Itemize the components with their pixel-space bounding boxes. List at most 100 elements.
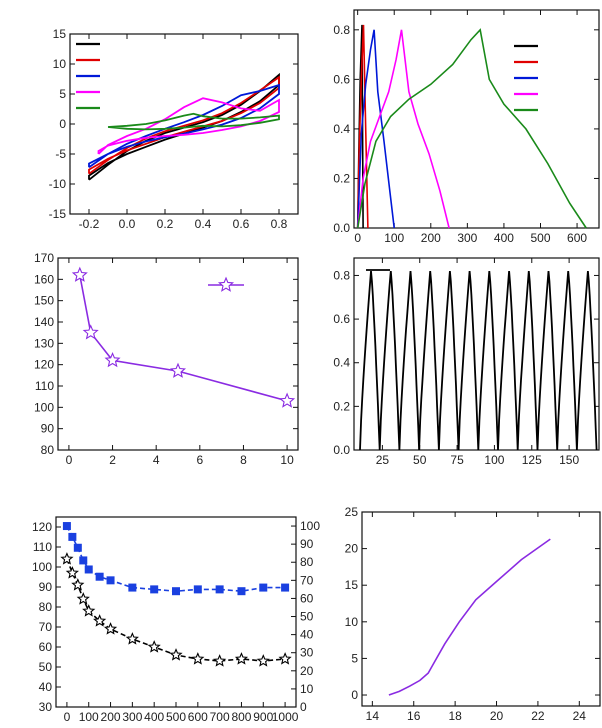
x-tick-label: 24 (573, 709, 587, 723)
data-point-square (281, 584, 289, 592)
y-tick-label: 15 (345, 578, 359, 592)
y-tick-label: 0 (59, 117, 66, 131)
x-tick-label: 600 (188, 710, 208, 724)
x-tick-label: 0.4 (195, 217, 212, 231)
x-tick-label: 6 (196, 453, 203, 467)
y-tick-label: 80 (39, 600, 53, 614)
x-tick-label: 400 (144, 710, 164, 724)
y-tick-label: 15 (53, 27, 67, 41)
y-tick-label: 0.6 (333, 72, 350, 86)
x-tick-label: 400 (494, 231, 514, 245)
data-point-square (237, 587, 245, 595)
data-point-square (74, 544, 82, 552)
y-tick-label: 0.0 (333, 443, 350, 457)
y-tick-label: 0.4 (333, 122, 350, 136)
data-point-square (216, 585, 224, 593)
data-point-square (107, 576, 115, 584)
data-point-square (172, 587, 180, 595)
y-tick-label: 10 (53, 57, 67, 71)
y-tick-label: 140 (34, 315, 54, 329)
y-tick-label: 5 (351, 651, 358, 665)
y-tick-label: 130 (34, 336, 54, 350)
x-tick-label: 100 (79, 710, 99, 724)
x-tick-label: 20 (490, 709, 504, 723)
data-point-square (150, 585, 158, 593)
x-tick-label: 0 (64, 710, 71, 724)
x-tick-label: 300 (122, 710, 142, 724)
y-tick-label: 0.8 (333, 268, 350, 282)
y-tick-label: 40 (39, 680, 53, 694)
x-tick-label: 50 (413, 453, 427, 467)
x-tick-label: 0.2 (157, 217, 174, 231)
x-tick-label: 0 (354, 231, 361, 245)
x-tick-label: -0.2 (79, 217, 100, 231)
x-tick-label: 0.6 (233, 217, 250, 231)
x-tick-label: 18 (448, 709, 462, 723)
y-tick-label: 90 (39, 580, 53, 594)
x-tick-label: 0 (66, 453, 73, 467)
x-tick-label: 150 (559, 453, 579, 467)
y-tick-label: 100 (32, 560, 52, 574)
y-tick-label: 70 (39, 620, 53, 634)
y-right-tick-label: 10 (300, 682, 314, 696)
x-tick-label: 200 (101, 710, 121, 724)
y-tick-label: 150 (34, 294, 54, 308)
y-tick-label: 0.2 (333, 399, 350, 413)
x-tick-label: 500 (530, 231, 550, 245)
x-tick-label: 16 (407, 709, 421, 723)
data-point-square (96, 573, 104, 581)
data-point-square (194, 585, 202, 593)
y-tick-label: 160 (34, 272, 54, 286)
x-tick-label: 2 (109, 453, 116, 467)
y-right-tick-label: 20 (300, 664, 314, 678)
y-right-tick-label: 100 (300, 519, 320, 533)
x-tick-label: 800 (231, 710, 251, 724)
x-tick-label: 600 (567, 231, 587, 245)
y-tick-label: 0.2 (333, 171, 350, 185)
y-tick-label: 120 (34, 358, 54, 372)
y-right-tick-label: 40 (300, 628, 314, 642)
x-tick-label: 900 (253, 710, 273, 724)
y-right-tick-label: 50 (300, 610, 314, 624)
x-tick-label: 0.8 (271, 217, 288, 231)
data-point-square (79, 556, 87, 564)
x-tick-label: 500 (166, 710, 186, 724)
x-tick-label: 100 (484, 453, 504, 467)
x-tick-label: 300 (457, 231, 477, 245)
y-tick-label: 0.0 (333, 221, 350, 235)
data-point-square (128, 584, 136, 592)
x-tick-label: 1000 (272, 710, 299, 724)
y-right-tick-label: 80 (300, 555, 314, 569)
y-tick-label: 170 (34, 251, 54, 265)
y-tick-label: 90 (41, 422, 55, 436)
y-tick-label: -10 (49, 177, 67, 191)
y-tick-label: 0.6 (333, 312, 350, 326)
x-tick-label: 75 (450, 453, 464, 467)
y-tick-label: 110 (35, 379, 54, 393)
y-right-tick-label: 90 (300, 537, 314, 551)
y-tick-label: 80 (41, 443, 55, 457)
y-right-tick-label: 0 (300, 700, 307, 714)
y-right-tick-label: 30 (300, 646, 314, 660)
x-tick-label: 700 (210, 710, 230, 724)
data-point-square (85, 565, 93, 573)
x-tick-label: 8 (240, 453, 247, 467)
y-tick-label: 20 (345, 542, 359, 556)
data-point-square (259, 584, 267, 592)
data-point-square (63, 522, 71, 530)
y-tick-label: 30 (39, 700, 53, 714)
y-tick-label: 0.8 (333, 23, 350, 37)
y-right-tick-label: 60 (300, 591, 314, 605)
y-tick-label: -5 (55, 147, 66, 161)
y-tick-label: 10 (345, 615, 359, 629)
y-tick-label: 60 (39, 640, 53, 654)
y-tick-label: 50 (39, 660, 53, 674)
y-tick-label: 100 (34, 400, 54, 414)
y-right-tick-label: 70 (300, 573, 314, 587)
x-tick-label: 14 (366, 709, 380, 723)
x-tick-label: 4 (153, 453, 160, 467)
x-tick-label: 25 (376, 453, 390, 467)
x-tick-label: 22 (531, 709, 545, 723)
x-tick-label: 10 (280, 453, 294, 467)
figure-canvas: -0.2 0.0 0.2 0.4 0.6 0.8-15-10-50510150 100 200… (0, 0, 602, 728)
